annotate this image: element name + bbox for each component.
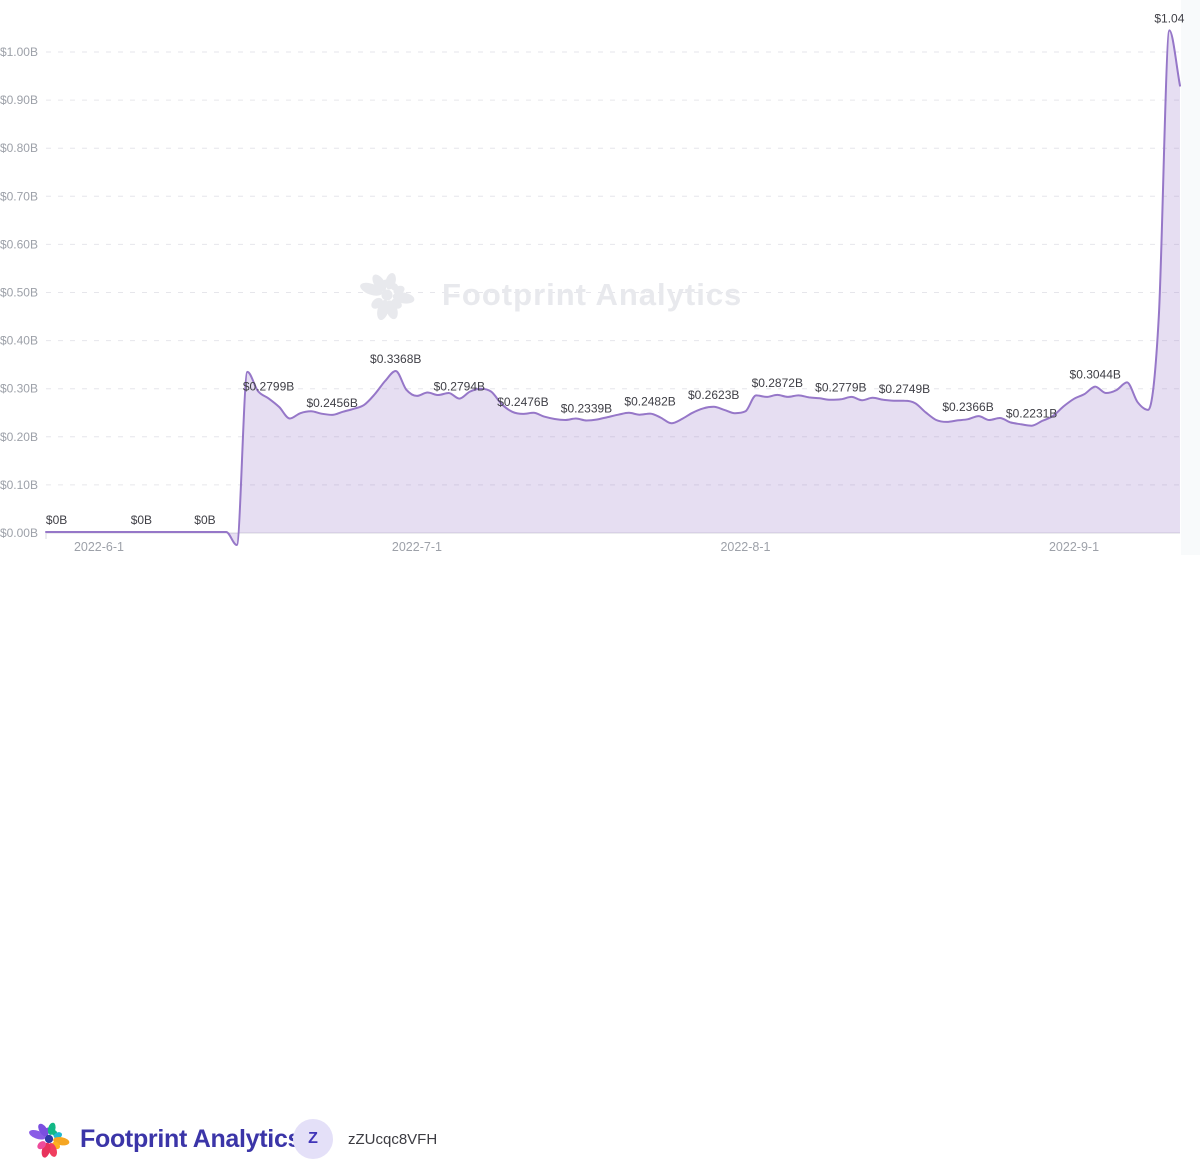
- chart-panel: $0.00B $0.10B $0.20B $0.30B $0.40B $0.50B $0.6…: [0, 0, 1200, 555]
- x-axis-label: 2022-6-1: [74, 540, 124, 554]
- data-label: $0.2339B: [561, 401, 612, 415]
- area-chart: $0.00B $0.10B $0.20B $0.30B $0.40B $0.50B $0.6…: [0, 11, 1185, 554]
- user-name: zZUcqc8VFH: [348, 1131, 438, 1148]
- data-label: $0.2779B: [815, 380, 866, 394]
- data-label: $0.2799B: [243, 379, 294, 393]
- data-label: $0B: [46, 513, 67, 527]
- data-label: $0B: [131, 513, 152, 527]
- brand-name: Footprint Analytics: [80, 1125, 302, 1153]
- y-axis-label: $0.80B: [0, 141, 38, 155]
- data-label: $0.3044B: [1070, 368, 1121, 382]
- x-axis-label: 2022-8-1: [720, 540, 770, 554]
- trend-line: [45, 29, 1181, 546]
- data-label: $0.3368B: [370, 352, 421, 366]
- y-axis-label: $0.10B: [0, 478, 38, 492]
- x-axis-label: 2022-7-1: [392, 540, 442, 554]
- footprint-logo-flower-icon: [29, 1122, 70, 1158]
- x-axis-label: 2022-9-1: [1049, 540, 1099, 554]
- data-label: $0.2749B: [879, 382, 930, 396]
- y-axis-label: $0.20B: [0, 430, 38, 444]
- data-label: $1.04: [1154, 11, 1184, 25]
- footer-bar: Footprint Analytics Z zZUcqc8VFH: [0, 555, 1200, 1159]
- data-label: $0.2456B: [306, 396, 357, 410]
- data-label: $0.2231B: [1006, 407, 1057, 421]
- y-axis-label: $0.30B: [0, 382, 38, 396]
- y-axis-label: $0.40B: [0, 334, 38, 348]
- data-label: $0.2476B: [497, 395, 548, 409]
- y-axis-label: $0.60B: [0, 237, 38, 251]
- data-label: $0.2366B: [942, 400, 993, 414]
- user-avatar-badge: Z: [293, 1119, 333, 1159]
- data-label: $0.2794B: [434, 380, 485, 394]
- y-axis-label: $1.00B: [0, 45, 38, 59]
- y-axis-label: $0.90B: [0, 93, 38, 107]
- data-label: $0.2623B: [688, 388, 739, 402]
- data-label: $0.2872B: [752, 376, 803, 390]
- data-label: $0B: [194, 513, 215, 527]
- page-background-strip: [1181, 0, 1200, 630]
- y-axis-label: $0.50B: [0, 286, 38, 300]
- y-axis-label: $0.70B: [0, 189, 38, 203]
- flower-center: [44, 1134, 54, 1144]
- y-axis-label: $0.00B: [0, 526, 38, 540]
- data-label: $0.2482B: [624, 395, 675, 409]
- area-fill: [46, 30, 1180, 545]
